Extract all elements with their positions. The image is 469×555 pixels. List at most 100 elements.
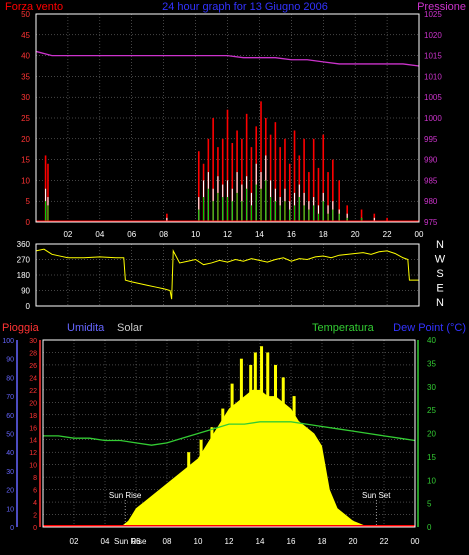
direction-frame [35,243,420,307]
wind-pressure-frame [35,13,420,223]
rain-x-tick-label: 08 [163,537,172,546]
wind-x-tick-label: 10 [191,230,200,239]
wind-tick-label: 20 [21,135,30,144]
temperature-tick-label: 20 [427,430,436,439]
rain-x-tick-label: 20 [349,537,358,546]
sunrise-bottom-label: Sun Rise [114,537,147,546]
rain-x-tick-label: 02 [70,537,79,546]
humidity-ticks: 0 10 20 30 40 50 60 70 80 90 100 [2,338,18,532]
solar-spike [281,377,285,527]
direction-tick-label: 270 [17,256,31,265]
dewpoint-axis-label: Dew Point (°C) [393,322,466,334]
pressure-tick-label: 985 [424,176,438,185]
wind-tick-label: 35 [21,72,30,81]
rain-x-tick-label: 12 [225,537,234,546]
wind-tick-label: 0 [26,218,31,227]
humidity-axis-label: Umidita [67,322,105,334]
wind-x-ticks: 02 04 06 08 10 12 14 16 18 20 22 00 [63,230,424,239]
compass-label: S [436,268,443,280]
rain-tick-label: 0 [33,525,37,532]
pressure-line [35,50,420,67]
compass-label: N [436,239,444,251]
compass-label: E [436,283,443,295]
rain-frame [42,339,416,528]
sun-annotations: Sun Rise Sun Set [109,491,391,527]
wind-x-tick-label: 08 [159,230,168,239]
wind-x-tick-label: 12 [223,230,232,239]
rain-tick-label: 16 [29,425,37,432]
humidity-tick-label: 80 [6,375,14,382]
direction-tick-label: 0 [26,302,31,311]
temperature-ticks: 0 5 10 15 20 25 30 35 40 [417,336,436,532]
pressure-tick-label: 980 [424,197,438,206]
wind-tick-label: 10 [21,176,30,185]
wind-tick-label: 25 [21,114,30,123]
solar-spike [230,383,234,527]
rain-tick-label: 12 [29,450,37,457]
solar-spike [199,439,203,527]
pressure-right-ticks: 975 980 985 990 995 1000 1005 1010 1015 1020 1025 [424,10,442,227]
wind-x-tick-label: 00 [415,230,424,239]
wind-x-tick-label: 06 [127,230,136,239]
direction-line [35,248,419,300]
solar-spike [221,408,225,527]
humidity-tick-label: 100 [2,338,14,345]
wind-tick-label: 45 [21,31,30,40]
rain-x-tick-label: 00 [411,537,420,546]
pressure-tick-label: 1025 [424,10,442,19]
wind-tick-label: 40 [21,52,30,61]
solar-spike [239,358,243,527]
rain-x-tick-label: 10 [194,537,203,546]
rain-tick-label: 26 [29,363,37,370]
rain-axis-label: Pioggia [2,322,40,334]
rain-tick-label: 20 [29,400,37,407]
wind-x-tick-label: 22 [383,230,392,239]
wind-x-tick-label: 04 [95,230,104,239]
rain-tick-label: 24 [29,375,37,382]
direction-tick-label: 180 [17,271,31,280]
rain-tick-label: 8 [33,475,37,482]
wind-tick-label: 5 [26,197,31,206]
rain-x-tick-label: 16 [287,537,296,546]
solar-area [43,389,415,527]
pressure-tick-label: 1005 [424,93,442,102]
wind-x-tick-label: 14 [255,230,264,239]
chart-title: 24 hour graph for 13 Giugno 2006 [162,1,328,13]
temperature-tick-label: 10 [427,476,436,485]
solar-spike [187,452,191,527]
solar-spike [249,364,253,527]
rain-tick-label: 22 [29,388,37,395]
pressure-tick-label: 1000 [424,114,442,123]
wind-tick-label: 30 [21,93,30,102]
temperature-tick-label: 35 [427,359,436,368]
compass-label: N [436,297,444,309]
wind-x-tick-label: 02 [63,230,72,239]
wind-tick-label: 15 [21,156,30,165]
humidity-tick-label: 30 [6,469,14,476]
direction-tick-label: 360 [17,240,31,249]
rain-tick-label: 28 [29,350,37,357]
humidity-tick-label: 20 [6,488,14,495]
wind-x-tick-label: 16 [287,230,296,239]
temperature-tick-label: 15 [427,453,436,462]
rain-x-ticks: 02 04 06 08 10 12 14 16 18 20 22 00 [70,537,420,546]
rain-tick-label: 6 [33,488,37,495]
humidity-tick-label: 10 [6,506,14,513]
rain-x-tick-label: 04 [101,537,110,546]
rain-tick-label: 14 [29,438,37,445]
wind-axis-label: Forza vento [5,1,63,13]
compass-label: W [435,254,446,266]
humidity-tick-label: 50 [6,432,14,439]
solar-spike [210,427,214,527]
rain-x-tick-label: 22 [380,537,389,546]
pressure-tick-label: 995 [424,135,438,144]
rain-x-tick-label: 14 [256,537,265,546]
rain-tick-label: 2 [33,513,37,520]
solar-spike [266,352,270,527]
sun-annotation-label: Sun Set [362,491,391,500]
